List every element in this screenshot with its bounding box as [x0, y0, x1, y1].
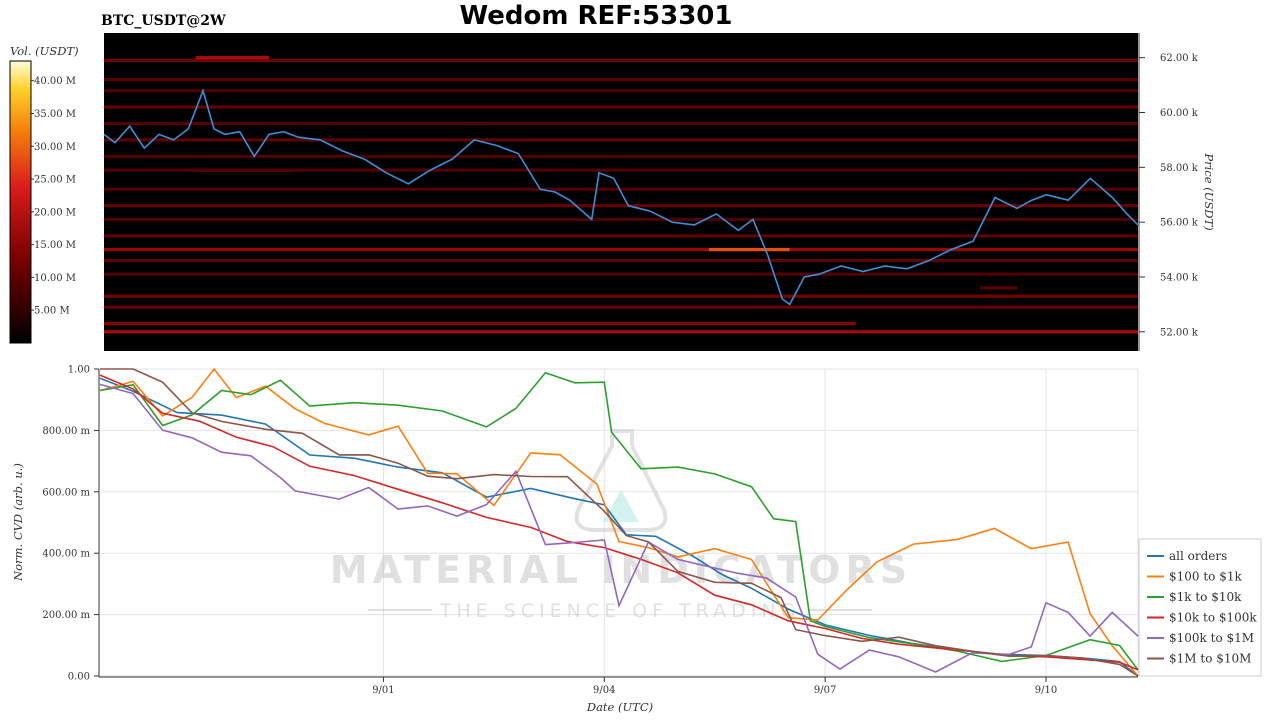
heatmap-band — [104, 168, 1138, 172]
cvd-series-line — [99, 383, 1139, 673]
price-line — [103, 88, 1139, 306]
price-tick-label: 52.00 k — [1160, 327, 1199, 338]
cvd-y-tick-label: 200.00 m — [42, 610, 90, 621]
flask-icon — [574, 429, 668, 532]
heatmap-band — [709, 248, 790, 252]
colorbar-tick-label: 15.00 M — [34, 240, 76, 251]
heatmap-band — [195, 56, 269, 60]
cvd-x-tick-label: 9/10 — [1035, 685, 1057, 696]
heatmap-band — [104, 154, 1138, 158]
cvd-series — [99, 367, 1139, 677]
legend[interactable]: all orders $100 to $1k $1k to $10k $10k to … — [1138, 538, 1262, 677]
cvd-y-tick-label: 800.00 m — [42, 426, 90, 437]
heatmap-band — [104, 305, 1138, 309]
heatmap-band — [104, 248, 1138, 252]
cvd-y-tick-label: 600.00 m — [42, 487, 90, 498]
colorbar-tick-label: 40.00 M — [34, 76, 76, 87]
cvd-x-tick-label: 9/07 — [814, 685, 836, 696]
heatmap-band — [104, 187, 1138, 191]
price-axis-label: Price (USDT) — [1202, 152, 1216, 230]
legend-item-label[interactable]: $1M to $10M — [1169, 652, 1251, 666]
cvd-y-ticks: 0.00 200.00 m 400.00 m 600.00 m 800.00 m 1.00 — [42, 365, 99, 683]
cvd-x-axis-label: Date (UTC) — [586, 700, 653, 714]
price-tick-label: 58.00 k — [1160, 163, 1199, 174]
legend-box — [1138, 538, 1262, 677]
heatmap-band — [104, 330, 1138, 334]
price-tick-label: 56.00 k — [1160, 218, 1199, 229]
legend-item-label[interactable]: $10k to $100k — [1169, 611, 1257, 625]
heatmap-band — [104, 105, 1138, 109]
chart-title: Wedom REF:53301 — [460, 1, 733, 31]
legend-item-label[interactable]: all orders — [1169, 549, 1227, 563]
heatmap-band — [104, 58, 1138, 62]
price-tick-label: 62.00 k — [1160, 53, 1199, 64]
legend-item-label[interactable]: $100k to $1M — [1169, 631, 1254, 645]
heatmap-band — [104, 234, 1138, 238]
colorbar-tick-label: 20.00 M — [34, 207, 76, 218]
heatmap-bands — [104, 56, 1138, 334]
heatmap-band — [104, 121, 1138, 126]
watermark: MATERIAL INDICATORS THE SCIENCE OF TRADI… — [330, 429, 912, 622]
watermark-brand: MATERIAL INDICATORS — [330, 548, 912, 592]
cvd-axes — [98, 369, 1138, 678]
cvd-y-tick-label: 400.00 m — [42, 549, 90, 560]
cvd-y-tick-label: 0.00 — [68, 672, 90, 683]
heatmap-band — [104, 89, 1138, 93]
watermark-tagline: THE SCIENCE OF TRADING — [439, 600, 801, 622]
colorbar-tick-label: 5.00 M — [34, 306, 70, 317]
cvd-y-tick-label: 1.00 — [68, 365, 90, 376]
colorbar-tick-label: 35.00 M — [34, 109, 76, 120]
colorbar-ticks: 5.00 M 10.00 M 15.00 M 20.00 M 25.00 M 30.00 … — [31, 76, 76, 317]
legend-item-label[interactable]: $1k to $10k — [1169, 590, 1242, 604]
cvd-x-tick-label: 9/04 — [593, 685, 615, 696]
price-ticks: 52.00 k 54.00 k 56.00 k 58.00 k 60.00 k 62.00… — [1139, 53, 1199, 338]
colorbar-label: Vol. (USDT) — [10, 44, 79, 58]
cvd-x-tick-label: 9/01 — [372, 685, 394, 696]
heatmap-band — [104, 138, 1138, 142]
symbol-label: BTC_USDT@2W — [101, 13, 226, 29]
cvd-x-ticks: 9/01 9/04 9/07 9/10 — [372, 677, 1057, 696]
cvd-grid — [100, 368, 1139, 677]
colorbar-tick-label: 25.00 M — [34, 175, 76, 186]
colorbar-tick-label: 30.00 M — [34, 142, 76, 153]
legend-items: all orders $100 to $1k $1k to $10k $10k to … — [1147, 549, 1257, 666]
heatmap-band — [980, 286, 1017, 290]
cvd-series-line — [99, 367, 1139, 677]
legend-item-label[interactable]: $100 to $1k — [1169, 570, 1242, 584]
heatmap-band — [104, 322, 856, 326]
colorbar-tick-label: 10.00 M — [34, 273, 76, 284]
price-tick-label: 54.00 k — [1160, 272, 1199, 283]
heatmap-band — [104, 294, 1138, 298]
heatmap-band — [104, 272, 1138, 276]
heatmap-band — [104, 78, 1138, 82]
heatmap-band — [104, 217, 1138, 221]
cvd-plot-area — [100, 369, 1138, 676]
heatmap-band — [104, 258, 1138, 263]
price-tick-label: 60.00 k — [1160, 108, 1199, 119]
cvd-y-axis-label: Norm. CVD (arb. u.) — [11, 463, 25, 582]
cvd-series-line — [100, 368, 1139, 677]
colorbar — [9, 60, 32, 344]
heatmap-band — [104, 204, 1138, 208]
